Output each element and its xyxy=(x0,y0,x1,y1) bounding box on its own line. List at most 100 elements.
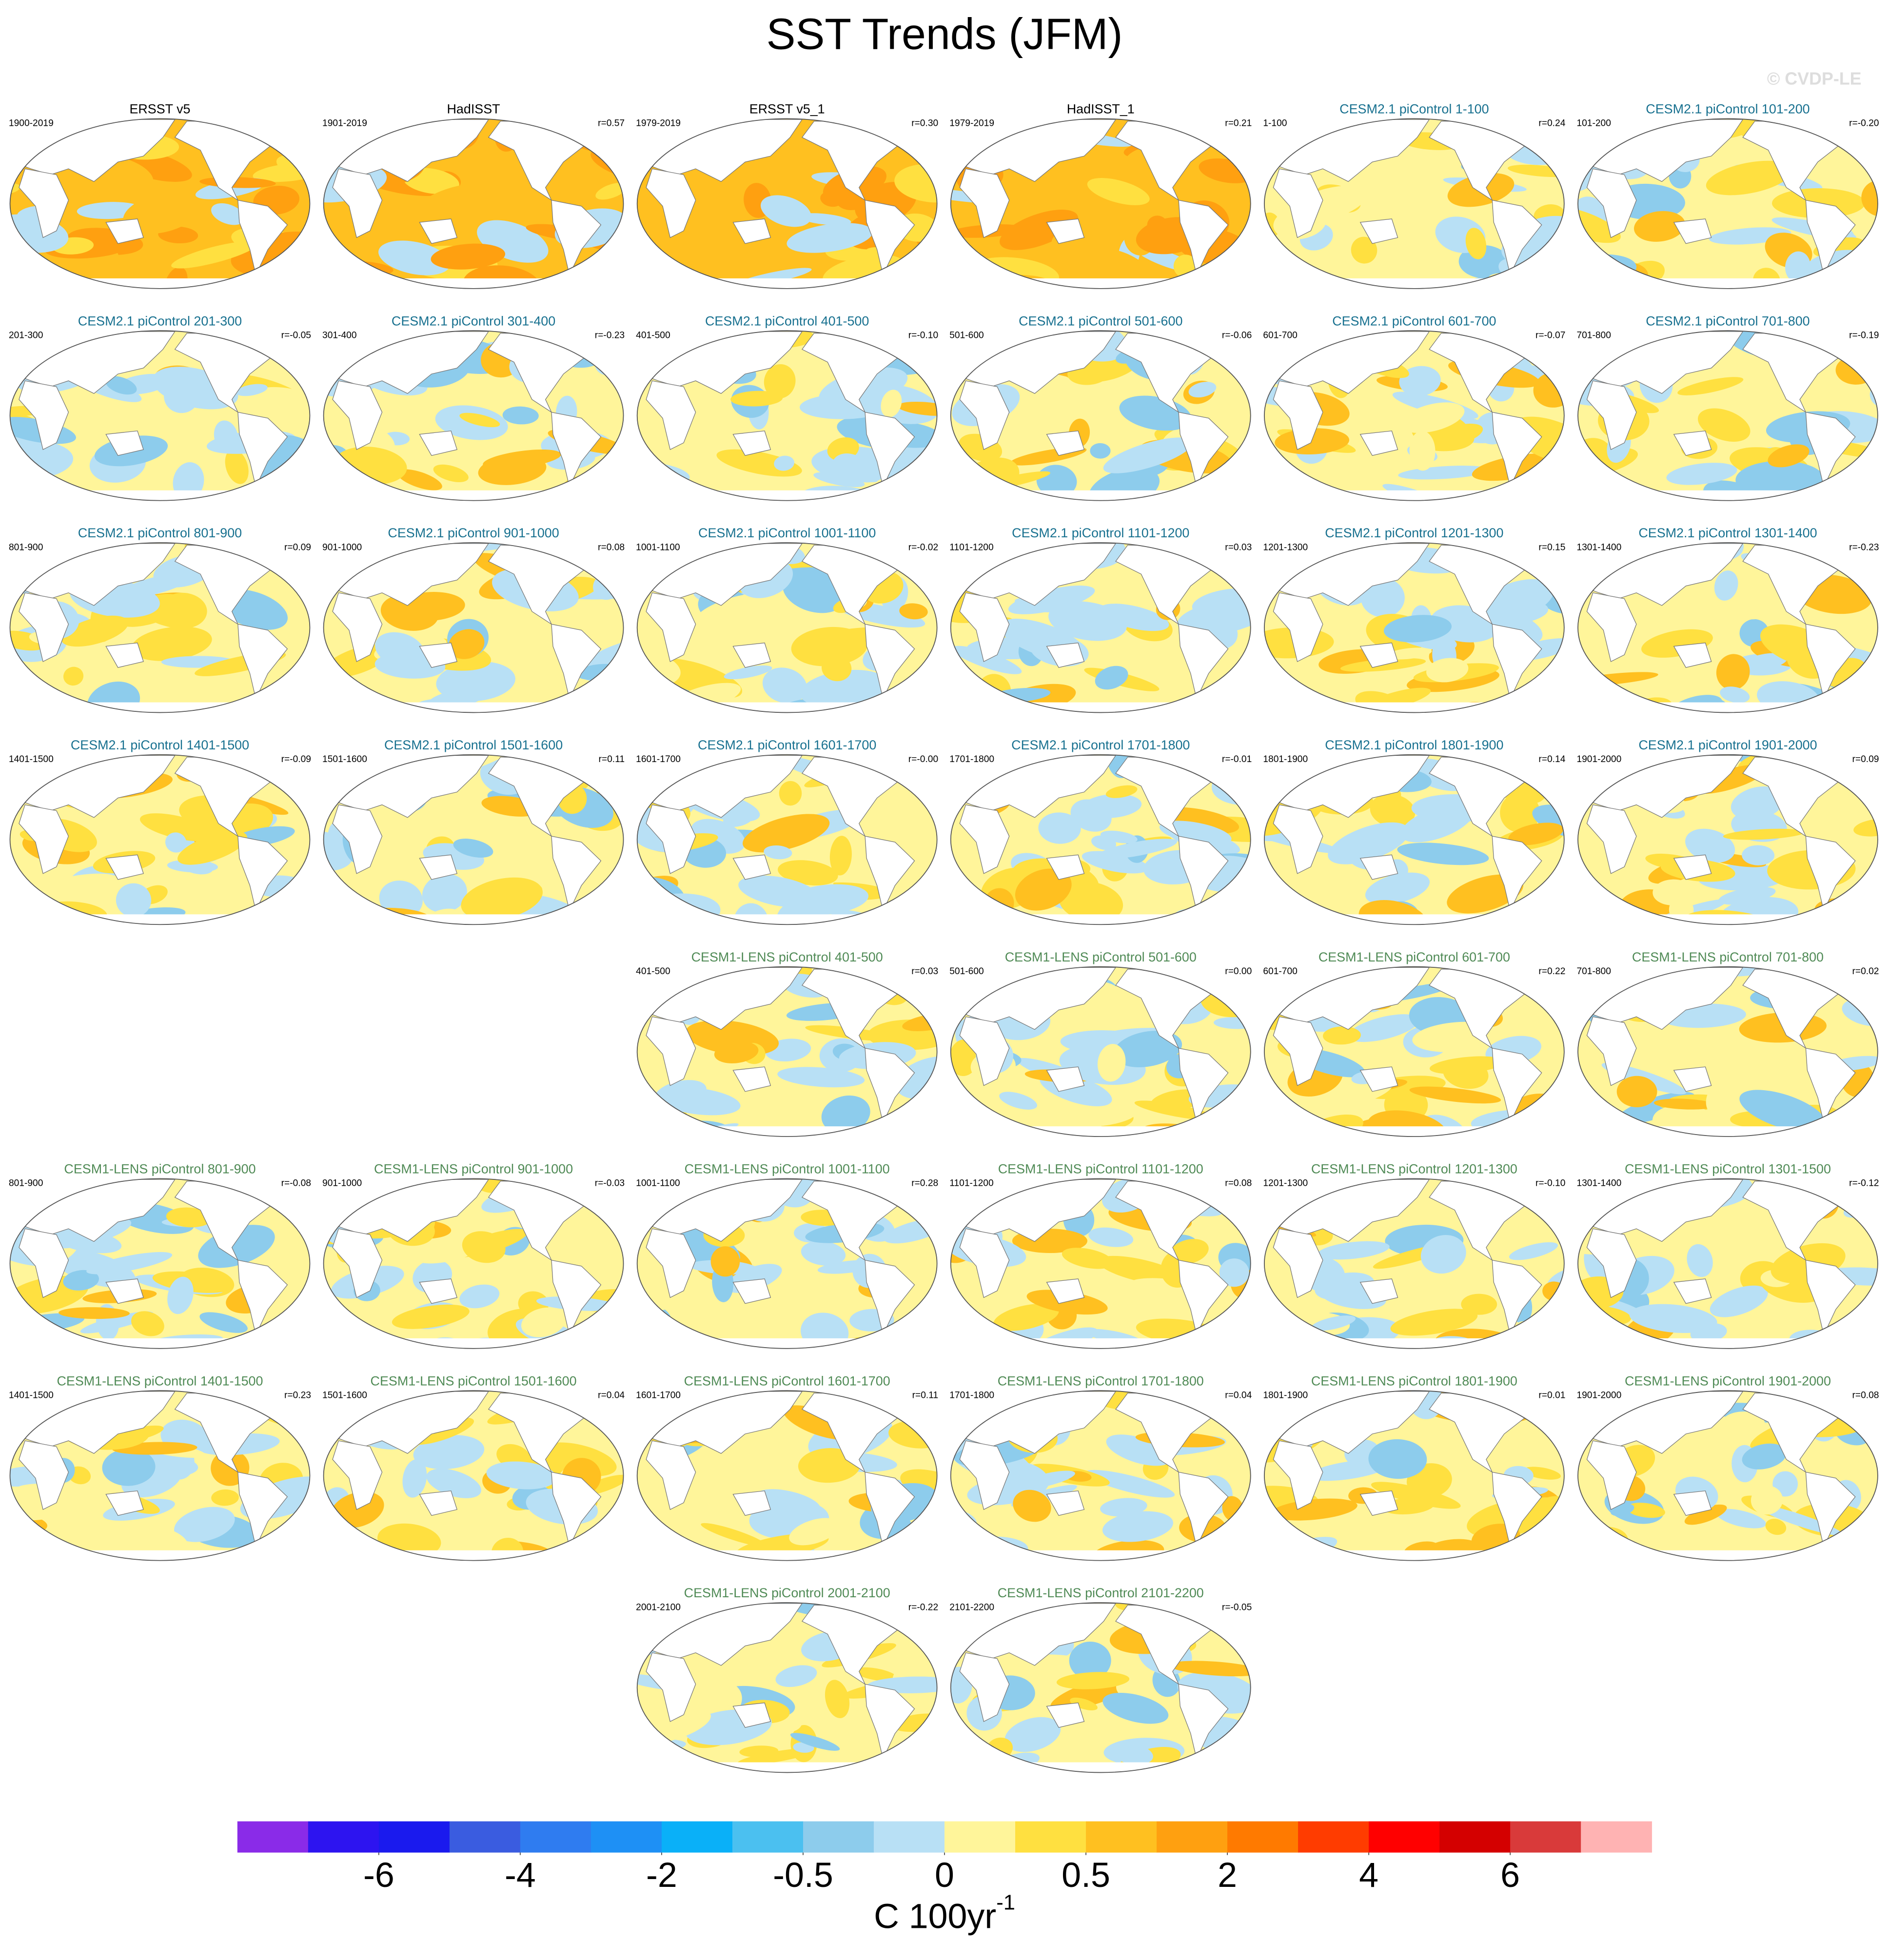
sst-pattern xyxy=(1095,666,1128,690)
panel-correlation: r=0.09 xyxy=(1852,754,1879,764)
map xyxy=(10,1391,310,1561)
sst-pattern xyxy=(328,710,392,751)
sst-pattern xyxy=(1714,570,1738,601)
land xyxy=(1805,836,1856,912)
sst-pattern xyxy=(701,1523,766,1547)
panel-correlation: r=-0.10 xyxy=(908,331,938,341)
sst-pattern xyxy=(160,592,207,628)
land xyxy=(1492,1259,1542,1336)
sst-pattern xyxy=(1751,1485,1783,1515)
figure-title: SST Trends (JFM) xyxy=(767,10,1123,59)
sst-pattern xyxy=(1106,1434,1171,1466)
sst-pattern xyxy=(1706,160,1792,196)
colorbar-swatch xyxy=(873,1821,945,1853)
sst-pattern xyxy=(1697,408,1751,442)
sst-pattern xyxy=(1716,1509,1766,1529)
sst-pattern xyxy=(63,1270,99,1291)
map-panel: CESM2.1 piControl 1501-1600 1501-1600 r=0.… xyxy=(322,710,625,925)
panel-period: 1001-1100 xyxy=(636,542,680,552)
land xyxy=(1359,1490,1398,1516)
sst-pattern xyxy=(1013,1490,1051,1522)
land xyxy=(1805,624,1856,700)
land xyxy=(732,1490,771,1516)
sst-pattern xyxy=(1282,118,1334,129)
sst-pattern xyxy=(1399,366,1441,396)
land xyxy=(865,1471,915,1548)
sst-pattern xyxy=(654,1080,707,1107)
sst-pattern xyxy=(1546,1044,1564,1082)
land xyxy=(646,1652,696,1722)
sst-pattern xyxy=(1467,275,1554,288)
sst-pattern xyxy=(1048,601,1127,641)
sst-pattern xyxy=(10,331,67,349)
sst-pattern xyxy=(402,1459,427,1498)
land xyxy=(1359,1278,1398,1304)
panel-correlation: r=0.04 xyxy=(598,1391,625,1401)
land xyxy=(237,1259,288,1336)
colorbar-swatch xyxy=(944,1821,1016,1853)
sst-pattern xyxy=(502,406,539,425)
map-panel: CESM2.1 piControl 1-100 1-100 r=0.24 xyxy=(1263,102,1566,289)
sst-pattern xyxy=(1038,812,1081,844)
sst-pattern xyxy=(1653,1098,1715,1110)
sst-pattern xyxy=(561,68,616,103)
map-border xyxy=(636,754,938,925)
map-panel: CESM1-LENS piControl 801-900 801-900 r=-0.… xyxy=(9,1162,311,1349)
sst-pattern xyxy=(762,667,807,704)
sst-pattern xyxy=(1465,228,1487,259)
antarctica xyxy=(637,914,937,925)
sst-pattern xyxy=(1716,654,1750,690)
panel-correlation: r=-0.08 xyxy=(281,1178,311,1189)
map-panel: CESM1-LENS piControl 1901-2000 1901-2000 r… xyxy=(1576,1373,1879,1561)
sst-pattern xyxy=(1311,1315,1356,1331)
land xyxy=(1046,1278,1085,1304)
panel-period: 601-700 xyxy=(1263,966,1297,977)
land xyxy=(959,1652,1010,1722)
sst-pattern xyxy=(323,873,374,903)
panel-title: CESM1-LENS piControl 1401-1500 xyxy=(57,1373,263,1388)
panel-title: CESM1-LENS piControl 1701-1800 xyxy=(998,1373,1204,1388)
sst-pattern xyxy=(426,1469,481,1498)
map-border xyxy=(1577,966,1878,1137)
sst-pattern xyxy=(1765,1519,1787,1535)
antarctica xyxy=(323,702,624,713)
panel-correlation: r=0.21 xyxy=(1225,118,1252,129)
panel-title: CESM1-LENS piControl 401-500 xyxy=(691,950,883,964)
sst-pattern xyxy=(486,1461,557,1490)
panel-title: CESM2.1 piControl 1601-1700 xyxy=(698,738,876,752)
map-border xyxy=(636,542,938,713)
panel-period: 201-300 xyxy=(9,331,43,341)
panel-title: CESM1-LENS piControl 1601-1700 xyxy=(684,1373,890,1388)
sst-pattern xyxy=(1099,604,1169,631)
land xyxy=(19,168,69,238)
sst-pattern xyxy=(63,666,84,686)
sst-pattern xyxy=(1742,1443,1787,1470)
sst-pattern xyxy=(1090,443,1111,459)
sst-pattern xyxy=(1100,1498,1147,1517)
panel-title: ERSST v5 xyxy=(129,102,190,117)
antarctica xyxy=(1578,914,1878,925)
panel-period: 1001-1100 xyxy=(636,1178,680,1189)
antarctica xyxy=(1264,702,1564,713)
sst-pattern xyxy=(1626,1503,1665,1518)
sst-pattern xyxy=(1067,1106,1137,1127)
land xyxy=(1273,380,1323,451)
panel-period: 1901-2019 xyxy=(322,118,367,129)
land xyxy=(1586,380,1637,451)
sst-pattern xyxy=(1683,1031,1712,1046)
antarctica xyxy=(1578,278,1878,289)
panel-title: CESM2.1 piControl 1201-1300 xyxy=(1325,526,1503,540)
land xyxy=(959,1228,1010,1298)
antarctica xyxy=(950,490,1251,501)
panel-correlation: r=0.15 xyxy=(1538,542,1565,552)
land xyxy=(1359,854,1398,880)
sst-pattern xyxy=(61,615,129,647)
map xyxy=(1264,966,1564,1137)
land xyxy=(1673,1066,1712,1092)
sst-pattern xyxy=(1308,1459,1390,1481)
antarctica xyxy=(10,914,310,925)
sst-pattern xyxy=(974,1338,1002,1349)
panel-correlation: r=-0.00 xyxy=(908,754,938,764)
antarctica xyxy=(950,1126,1251,1137)
map-border xyxy=(950,754,1251,925)
